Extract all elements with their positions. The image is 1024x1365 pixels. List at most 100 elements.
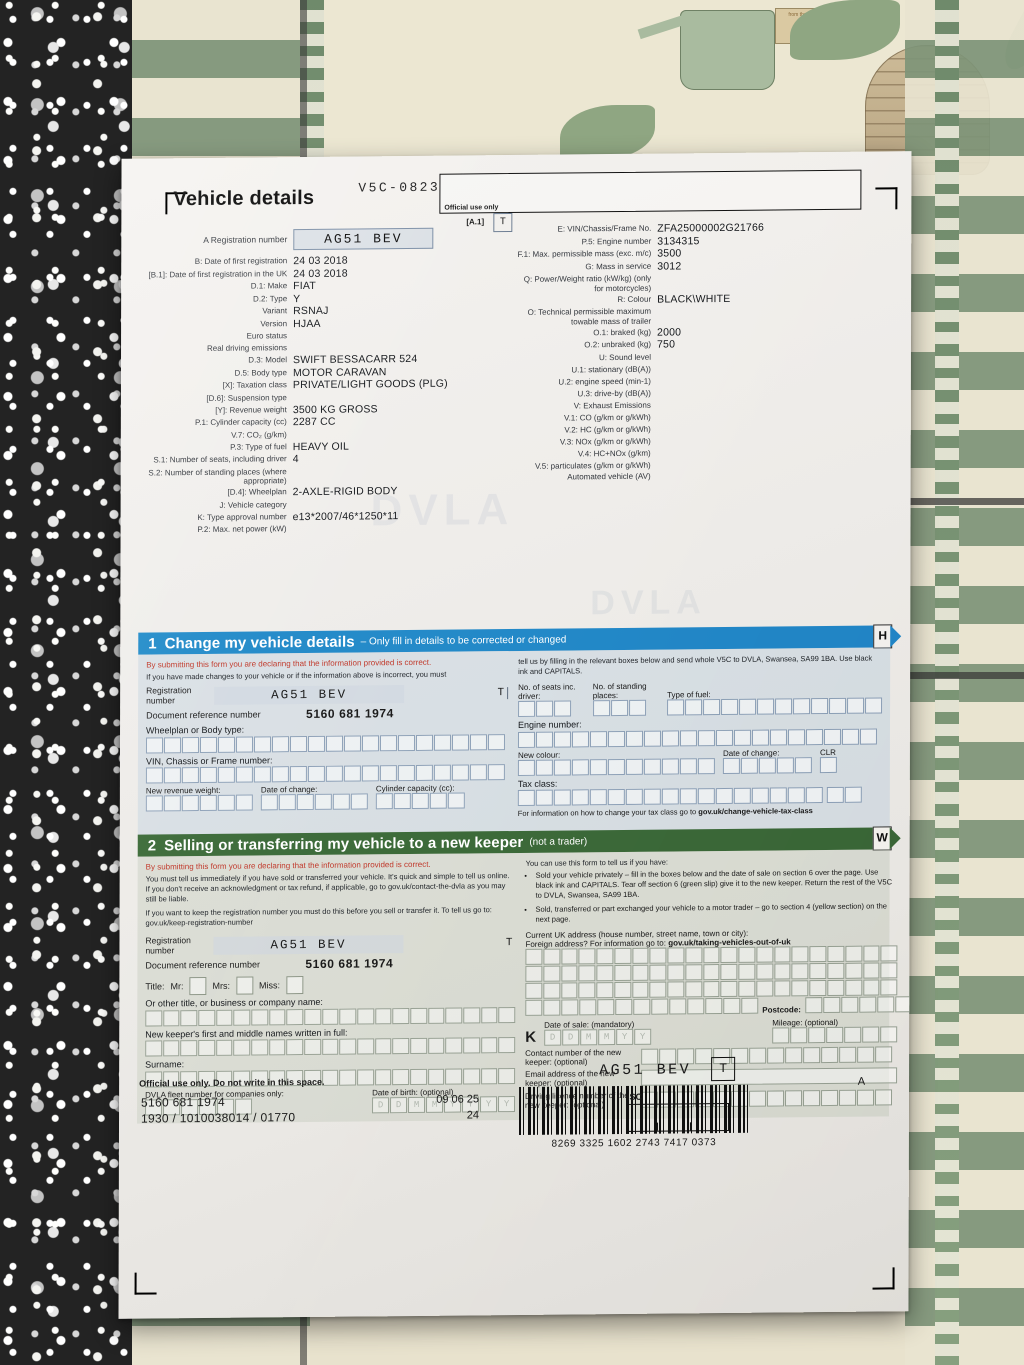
input-box[interactable] xyxy=(756,963,774,980)
input-box[interactable] xyxy=(296,793,314,811)
standing-places-input[interactable] xyxy=(592,699,659,717)
engine-number-input[interactable] xyxy=(517,728,882,748)
input-box[interactable] xyxy=(667,981,685,998)
input-box[interactable] xyxy=(181,736,200,753)
input-box[interactable] xyxy=(543,999,561,1016)
input-box[interactable] xyxy=(233,1009,251,1026)
input-box[interactable] xyxy=(649,947,667,964)
input-box[interactable] xyxy=(823,728,842,745)
wheelplan-input[interactable] xyxy=(145,733,508,754)
input-box[interactable] xyxy=(571,789,589,806)
input-box[interactable] xyxy=(180,1009,198,1026)
input-box[interactable] xyxy=(561,999,579,1016)
input-box[interactable] xyxy=(679,729,698,746)
input-box[interactable] xyxy=(487,733,506,750)
input-box[interactable] xyxy=(428,1007,445,1024)
input-box[interactable] xyxy=(715,729,734,746)
input-box[interactable] xyxy=(447,792,465,809)
input-box[interactable] xyxy=(840,996,858,1013)
input-box[interactable] xyxy=(289,765,307,783)
input-box[interactable] xyxy=(286,1039,304,1056)
input-box[interactable] xyxy=(339,1038,357,1055)
input-box[interactable] xyxy=(415,734,434,751)
clr-input[interactable] xyxy=(819,756,837,773)
input-box[interactable] xyxy=(643,788,661,805)
input-box[interactable] xyxy=(703,964,720,981)
input-box[interactable] xyxy=(357,1038,374,1055)
input-box[interactable] xyxy=(685,699,703,716)
input-box[interactable] xyxy=(667,699,685,716)
input-box[interactable] xyxy=(633,998,651,1015)
input-box[interactable] xyxy=(839,1046,857,1063)
input-box[interactable] xyxy=(625,788,643,805)
cylinder-capacity-input[interactable] xyxy=(375,792,465,810)
input-box[interactable] xyxy=(451,764,469,781)
input-box[interactable] xyxy=(625,730,644,747)
input-box[interactable] xyxy=(819,756,837,773)
input-box[interactable] xyxy=(751,787,769,804)
input-box[interactable] xyxy=(827,945,845,963)
input-box[interactable] xyxy=(233,1039,251,1056)
input-box[interactable] xyxy=(809,946,827,963)
input-box[interactable] xyxy=(805,728,824,745)
input-box[interactable] xyxy=(314,793,332,810)
input-box[interactable] xyxy=(251,1039,268,1056)
input-box[interactable] xyxy=(469,764,487,781)
input-box[interactable] xyxy=(553,730,572,748)
input-box[interactable] xyxy=(325,765,343,782)
input-box[interactable] xyxy=(614,964,631,982)
input-box[interactable] xyxy=(235,794,253,811)
first-names-input[interactable] xyxy=(145,1037,516,1057)
input-box[interactable] xyxy=(392,1038,410,1055)
input-box[interactable] xyxy=(339,1008,357,1025)
input-box[interactable] xyxy=(808,1027,826,1044)
input-box[interactable] xyxy=(374,1007,392,1024)
title-miss-checkbox[interactable] xyxy=(286,976,304,995)
input-box[interactable] xyxy=(253,766,271,783)
mileage-input[interactable] xyxy=(772,1026,898,1044)
input-box[interactable] xyxy=(697,757,715,774)
input-box[interactable] xyxy=(251,1008,269,1026)
input-box[interactable] xyxy=(554,700,572,717)
seats-input[interactable] xyxy=(518,700,585,717)
title-mr-checkbox[interactable] xyxy=(189,976,207,996)
input-box[interactable] xyxy=(845,945,862,962)
input-box[interactable] xyxy=(463,1037,480,1054)
input-box[interactable] xyxy=(865,697,883,714)
input-box[interactable] xyxy=(286,1008,304,1025)
input-box[interactable] xyxy=(578,948,596,965)
input-box[interactable] xyxy=(794,756,812,773)
input-box[interactable] xyxy=(625,758,643,775)
input-box[interactable] xyxy=(332,793,350,810)
input-box[interactable] xyxy=(858,996,876,1013)
input-box[interactable] xyxy=(596,982,614,999)
address-line-4[interactable] xyxy=(525,997,759,1016)
date-of-change-input[interactable] xyxy=(260,793,368,811)
input-box[interactable] xyxy=(198,1009,215,1026)
input-box[interactable] xyxy=(427,1037,445,1054)
input-box[interactable] xyxy=(235,766,253,783)
address-grid[interactable]: Postcode: xyxy=(525,945,912,1017)
input-box[interactable] xyxy=(433,734,452,751)
input-box[interactable] xyxy=(880,979,898,996)
input-box[interactable] xyxy=(610,699,628,717)
input-box[interactable] xyxy=(304,1038,321,1056)
input-box[interactable] xyxy=(715,787,733,805)
input-box[interactable] xyxy=(307,735,326,752)
input-box[interactable] xyxy=(679,757,697,774)
input-box[interactable] xyxy=(631,947,649,964)
input-box[interactable] xyxy=(615,998,633,1016)
input-box[interactable] xyxy=(614,947,632,965)
input-box[interactable]: Y xyxy=(634,1028,652,1045)
input-box[interactable] xyxy=(217,766,235,783)
input-box[interactable] xyxy=(217,794,235,811)
input-box[interactable] xyxy=(862,979,880,996)
input-box[interactable] xyxy=(720,946,738,964)
input-box[interactable] xyxy=(163,736,182,753)
input-box[interactable] xyxy=(271,735,290,752)
input-box[interactable] xyxy=(702,981,720,998)
input-box[interactable] xyxy=(145,1009,162,1027)
input-box[interactable] xyxy=(307,765,325,782)
input-box[interactable] xyxy=(776,756,794,773)
input-box[interactable]: Y xyxy=(616,1028,634,1046)
